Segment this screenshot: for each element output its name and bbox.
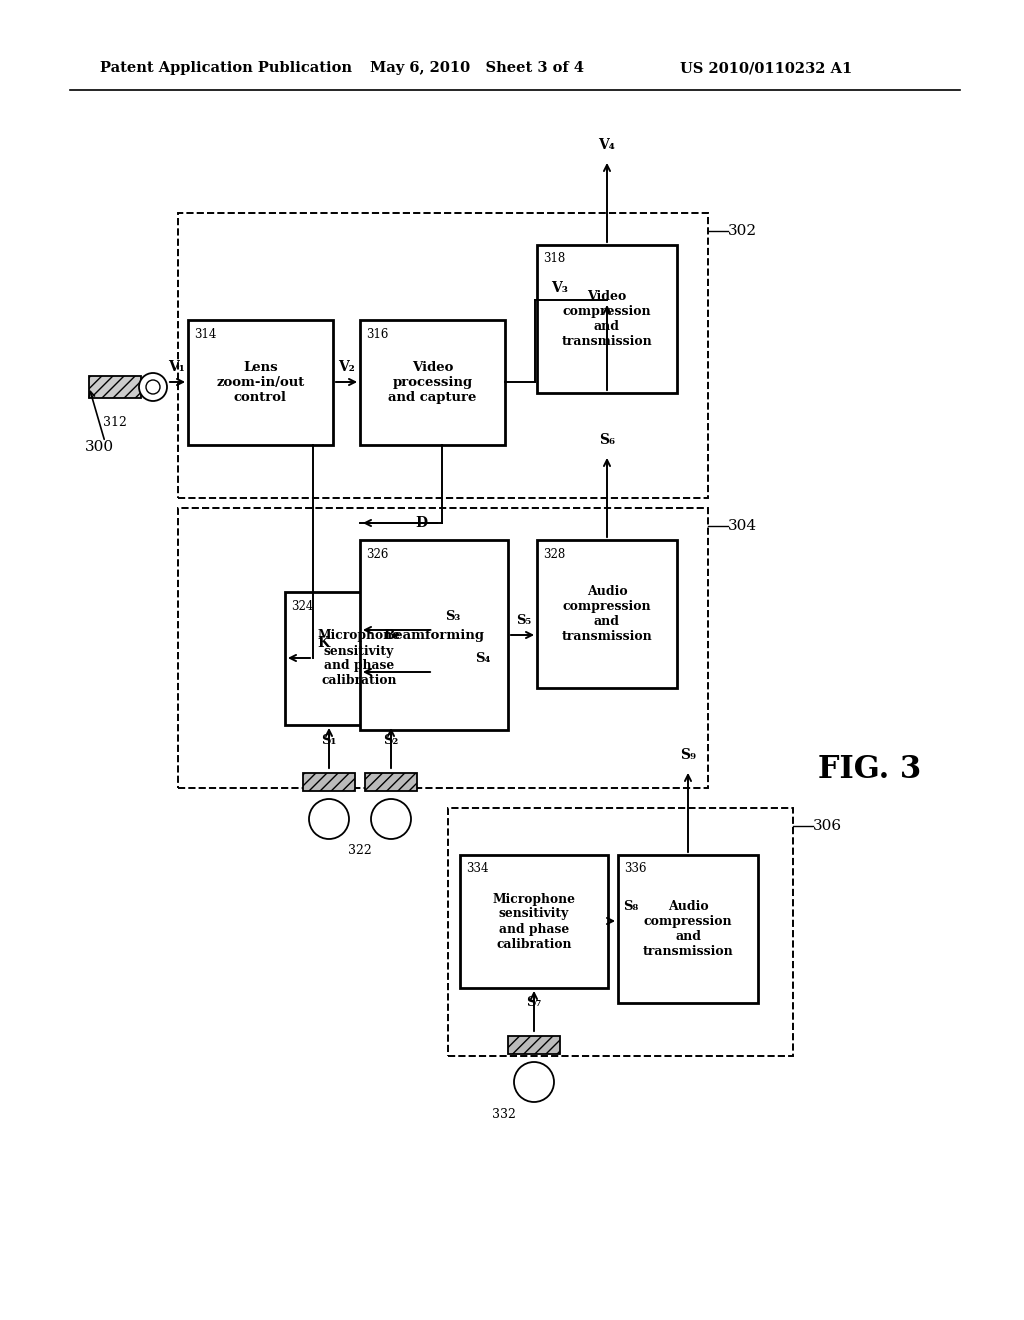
Text: US 2010/0110232 A1: US 2010/0110232 A1 <box>680 61 852 75</box>
Bar <box>178 508 708 788</box>
Text: 300: 300 <box>85 440 114 454</box>
Text: S₃: S₃ <box>445 610 461 623</box>
Bar <box>449 808 793 1056</box>
Text: S₈: S₈ <box>623 900 638 913</box>
Text: Lens
zoom-in/out
control: Lens zoom-in/out control <box>216 360 304 404</box>
Text: 306: 306 <box>813 818 842 833</box>
Text: 334: 334 <box>466 862 488 875</box>
Text: S₇: S₇ <box>526 997 542 1010</box>
Text: Microphone
sensitivity
and phase
calibration: Microphone sensitivity and phase calibra… <box>317 630 400 688</box>
Text: V₃: V₃ <box>552 281 568 294</box>
Bar <box>618 855 758 1003</box>
Text: May 6, 2010   Sheet 3 of 4: May 6, 2010 Sheet 3 of 4 <box>370 61 584 75</box>
Bar <box>360 319 505 445</box>
Bar <box>89 376 141 399</box>
Text: Beamforming: Beamforming <box>384 628 484 642</box>
Text: Microphone
sensitivity
and phase
calibration: Microphone sensitivity and phase calibra… <box>493 892 575 950</box>
Text: S₂: S₂ <box>383 734 398 747</box>
Text: 328: 328 <box>543 548 565 561</box>
Circle shape <box>139 374 167 401</box>
Text: S₁: S₁ <box>322 734 337 747</box>
Bar <box>188 319 333 445</box>
Text: 314: 314 <box>194 327 216 341</box>
Bar <box>178 213 708 498</box>
Circle shape <box>514 1063 554 1102</box>
Text: Audio
compression
and
transmission: Audio compression and transmission <box>561 585 652 643</box>
Text: S₄: S₄ <box>475 652 490 664</box>
Text: S₉: S₉ <box>680 748 696 762</box>
Text: K: K <box>316 636 329 649</box>
Bar <box>285 591 433 725</box>
Text: S₅: S₅ <box>516 615 531 627</box>
Bar <box>365 774 417 791</box>
Text: Audio
compression
and
transmission: Audio compression and transmission <box>643 900 733 958</box>
Bar <box>303 774 355 791</box>
Bar <box>460 855 608 987</box>
Text: V₂: V₂ <box>338 360 354 374</box>
Text: S₆: S₆ <box>599 433 615 447</box>
Text: D: D <box>415 516 427 531</box>
Text: 326: 326 <box>366 548 388 561</box>
Bar <box>360 540 508 730</box>
Text: 322: 322 <box>348 845 372 858</box>
Text: V₄: V₄ <box>599 139 615 152</box>
Text: FIG. 3: FIG. 3 <box>818 755 922 785</box>
Text: V₁: V₁ <box>169 360 185 374</box>
Text: Video
compression
and
transmission: Video compression and transmission <box>561 290 652 348</box>
Text: 302: 302 <box>728 224 757 238</box>
Bar <box>508 1036 560 1053</box>
Circle shape <box>371 799 411 840</box>
Circle shape <box>309 799 349 840</box>
Bar <box>537 540 677 688</box>
Text: 304: 304 <box>728 519 757 533</box>
Text: Video
processing
and capture: Video processing and capture <box>388 360 477 404</box>
Text: 336: 336 <box>624 862 646 875</box>
Text: 316: 316 <box>366 327 388 341</box>
Bar <box>537 246 677 393</box>
Text: 312: 312 <box>103 416 127 429</box>
Text: Patent Application Publication: Patent Application Publication <box>100 61 352 75</box>
Text: 318: 318 <box>543 252 565 265</box>
Circle shape <box>146 380 160 393</box>
Text: 324: 324 <box>291 599 313 612</box>
Text: 332: 332 <box>493 1107 516 1121</box>
